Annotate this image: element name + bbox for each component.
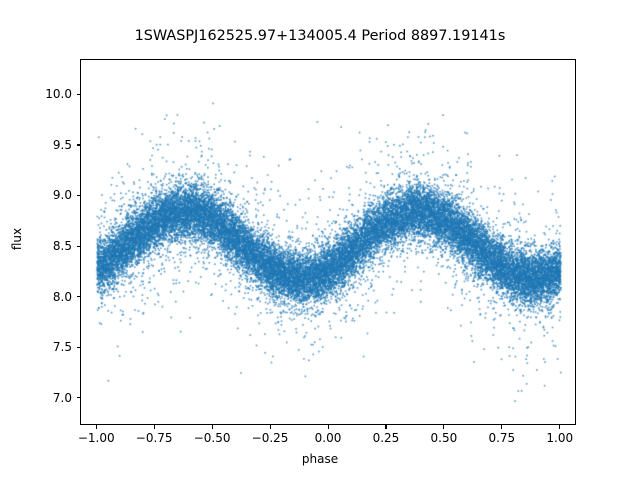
x-tick-label: 1.00 (546, 431, 574, 445)
y-tick-mark (76, 296, 80, 298)
scatter-plot-canvas (81, 60, 575, 424)
x-tick-mark (153, 425, 155, 429)
x-tick-mark (443, 425, 445, 429)
y-tick-label: 10.0 (45, 87, 72, 102)
y-tick-label: 7.0 (52, 390, 72, 405)
y-tick-mark (76, 245, 80, 247)
y-tick-label: 8.5 (52, 239, 72, 254)
x-tick-mark (559, 425, 561, 429)
x-tick-label: 0.75 (488, 431, 516, 445)
x-tick-label: −0.75 (135, 431, 173, 445)
x-axis-label: phase (301, 452, 339, 466)
x-tick-mark (501, 425, 503, 429)
y-tick-label: 9.0 (52, 188, 72, 203)
y-tick-mark (76, 93, 80, 95)
y-tick-mark (76, 194, 80, 197)
page-title: 1SWASPJ162525.97+134005.4 Period 8897.19… (134, 28, 506, 44)
x-tick-label: 0.50 (430, 431, 458, 445)
y-tick-label: 7.5 (52, 340, 72, 355)
y-tick-mark (76, 397, 80, 399)
x-tick-label: −0.25 (251, 431, 289, 445)
x-tick-mark (211, 425, 213, 429)
x-tick-mark (269, 425, 271, 429)
y-tick-mark (76, 144, 80, 146)
y-tick-mark (76, 346, 80, 348)
x-tick-mark (385, 425, 387, 429)
plot-axes-area (80, 59, 576, 425)
x-tick-mark (327, 425, 329, 429)
y-axis-label: flux (10, 227, 24, 251)
x-tick-mark (95, 425, 97, 429)
x-tick-label: 0.25 (372, 431, 400, 445)
y-tick-label: 9.5 (52, 137, 72, 152)
y-tick-label: 8.0 (52, 289, 72, 304)
x-tick-label: −0.50 (193, 431, 231, 445)
x-tick-label: −1.00 (77, 431, 115, 445)
x-tick-label: 0.00 (314, 431, 342, 445)
